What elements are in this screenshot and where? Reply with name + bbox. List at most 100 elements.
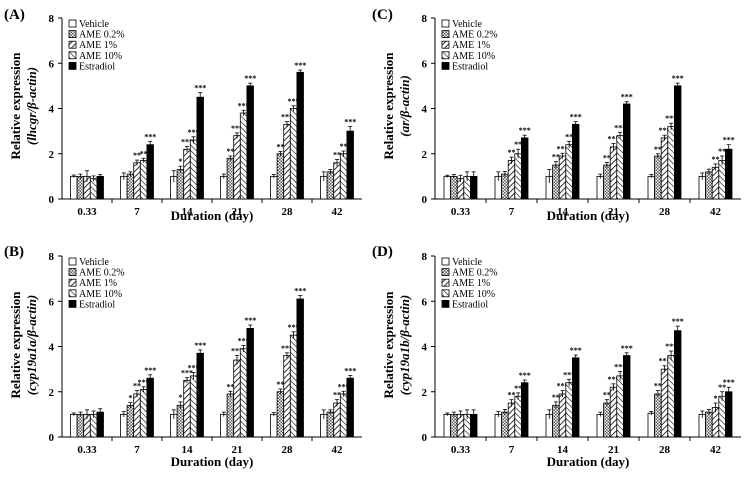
x-tick-label: 7 — [509, 206, 515, 218]
bar — [296, 298, 304, 438]
y-tick-label: 8 — [422, 251, 428, 263]
bar — [521, 382, 529, 438]
bar — [725, 391, 733, 438]
panel-a-ylabel-line1: Relative expression — [8, 52, 23, 160]
legend-swatch — [68, 268, 77, 277]
bar — [226, 157, 235, 200]
significance-mark: *** — [723, 378, 735, 387]
bar — [126, 404, 135, 438]
bar — [647, 412, 655, 438]
x-tick-label: 7 — [509, 444, 515, 456]
x-tick-label: 0.33 — [451, 206, 471, 218]
significance-mark: *** — [563, 370, 575, 379]
significance-mark: *** — [238, 336, 250, 345]
legend-swatch — [441, 278, 450, 287]
significance-mark: ** — [514, 140, 522, 149]
significance-mark: ** — [133, 382, 141, 391]
bar — [603, 164, 611, 200]
significance-mark: ** — [514, 384, 522, 393]
legend-entry: Vehicle — [79, 19, 110, 30]
bar — [450, 175, 458, 200]
legend-swatch — [68, 62, 77, 70]
legend-entry: AME 1% — [79, 40, 117, 51]
x-tick-label: 14 — [557, 444, 569, 456]
bar — [514, 395, 522, 438]
bar — [146, 144, 154, 200]
panel-b-ylabel-line1: Relative expression — [8, 291, 23, 399]
significance-mark: *** — [344, 366, 356, 375]
x-tick-label: 42 — [710, 206, 722, 218]
significance-mark: *** — [672, 317, 684, 326]
bar — [146, 377, 154, 438]
legend-entry: AME 1% — [79, 278, 117, 289]
bar — [674, 85, 682, 200]
bar — [96, 175, 104, 200]
y-tick-label: 0 — [49, 432, 55, 444]
significance-mark: ** — [276, 142, 284, 151]
bar — [126, 173, 135, 200]
legend-swatch — [68, 19, 77, 28]
legend-entry: AME 10% — [79, 51, 122, 62]
bar — [276, 153, 285, 200]
legend-swatch — [68, 51, 77, 60]
significance-mark: *** — [570, 113, 582, 122]
significance-mark: *** — [621, 93, 633, 102]
y-tick-label: 4 — [49, 342, 55, 354]
significance-mark: ** — [552, 393, 560, 402]
panel-c-ylabel-line2: (ar/β-actin) — [397, 75, 412, 137]
bar — [220, 175, 228, 200]
bar — [189, 375, 198, 438]
y-tick-label: 8 — [422, 13, 428, 25]
y-tick-label: 8 — [49, 13, 55, 25]
bar — [596, 413, 604, 438]
bar — [521, 137, 529, 200]
bar — [623, 355, 631, 438]
bar — [718, 395, 726, 438]
significance-mark: ** — [333, 391, 341, 400]
significance-mark: ** — [552, 153, 560, 162]
bar — [239, 348, 248, 438]
significance-mark: ** — [603, 153, 611, 162]
bar — [552, 164, 560, 200]
significance-mark: *** — [723, 136, 735, 145]
panel-a-ylabel-line2: (lhcgr/β-actin) — [24, 67, 39, 145]
x-tick-label: 14 — [557, 206, 569, 218]
panel-b-label: (B) — [4, 244, 24, 260]
bar — [572, 357, 580, 438]
significance-mark: * — [128, 394, 132, 403]
bar — [270, 413, 278, 438]
bar — [233, 135, 241, 200]
y-tick-label: 8 — [49, 251, 55, 263]
bar — [289, 334, 298, 438]
bar — [139, 389, 148, 438]
significance-mark: ** — [718, 147, 726, 156]
significance-mark: *** — [665, 342, 677, 351]
bar — [705, 411, 713, 438]
significance-mark: ** — [508, 148, 516, 157]
legend-entry: AME 10% — [452, 51, 495, 62]
x-tick-label: 14 — [182, 206, 194, 218]
bar — [139, 160, 148, 200]
significance-mark: ** — [333, 150, 341, 159]
panel-b-ylabel-line2: (cyp19a1a/β-actin) — [24, 295, 39, 396]
legend-entry: Estradiol — [452, 61, 488, 72]
legend-swatch — [441, 30, 450, 39]
legend-swatch — [68, 299, 77, 308]
legend-entry: Estradiol — [452, 299, 488, 310]
bar — [246, 85, 254, 200]
bar — [270, 175, 278, 200]
bar — [89, 178, 98, 200]
legend-entry: AME 0.2% — [452, 268, 498, 279]
significance-mark: ** — [140, 149, 148, 158]
y-tick-label: 4 — [422, 104, 428, 116]
significance-mark: *** — [238, 101, 250, 110]
panel-d-ylabel-line1: Relative expression — [381, 291, 396, 399]
bar — [494, 413, 502, 438]
significance-mark: *** — [614, 362, 626, 371]
legend-entry: AME 0.2% — [79, 30, 125, 41]
significance-mark: *** — [144, 366, 156, 375]
bar — [326, 171, 335, 200]
